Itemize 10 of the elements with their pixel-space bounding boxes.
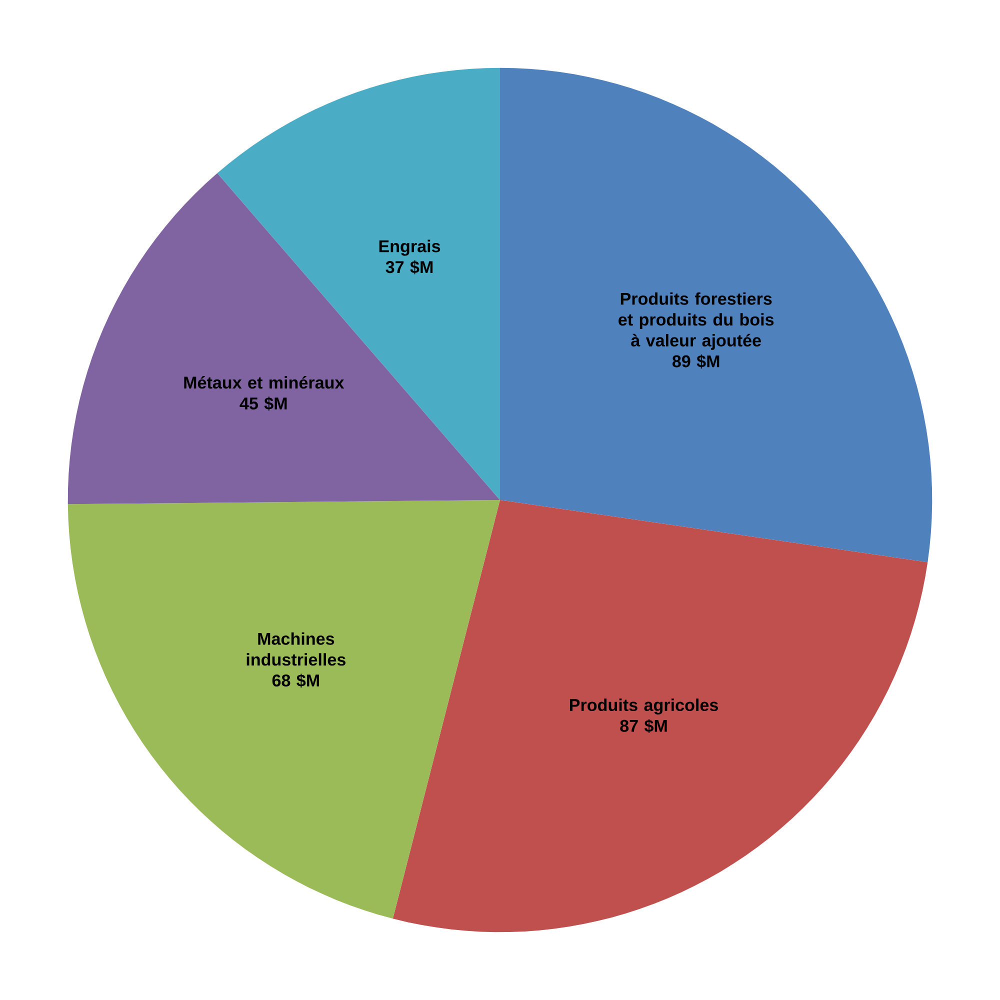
data-label: 89 $M: [672, 354, 720, 368]
slice-label: Engrais: [379, 240, 440, 256]
slice-label: Produits agricoles: [570, 698, 718, 715]
data-label: 87 $M: [620, 719, 667, 734]
data-label: 45 $M: [240, 396, 287, 411]
slice-label: Machines industrielles: [246, 632, 346, 666]
slice-label: Métaux et minéraux: [184, 376, 344, 389]
data-label: 68 $M: [272, 674, 319, 688]
slice-label: Produits forestiers et produits du bois à valeur ajoutée: [618, 292, 774, 350]
data-label: 37 $M: [386, 260, 433, 274]
